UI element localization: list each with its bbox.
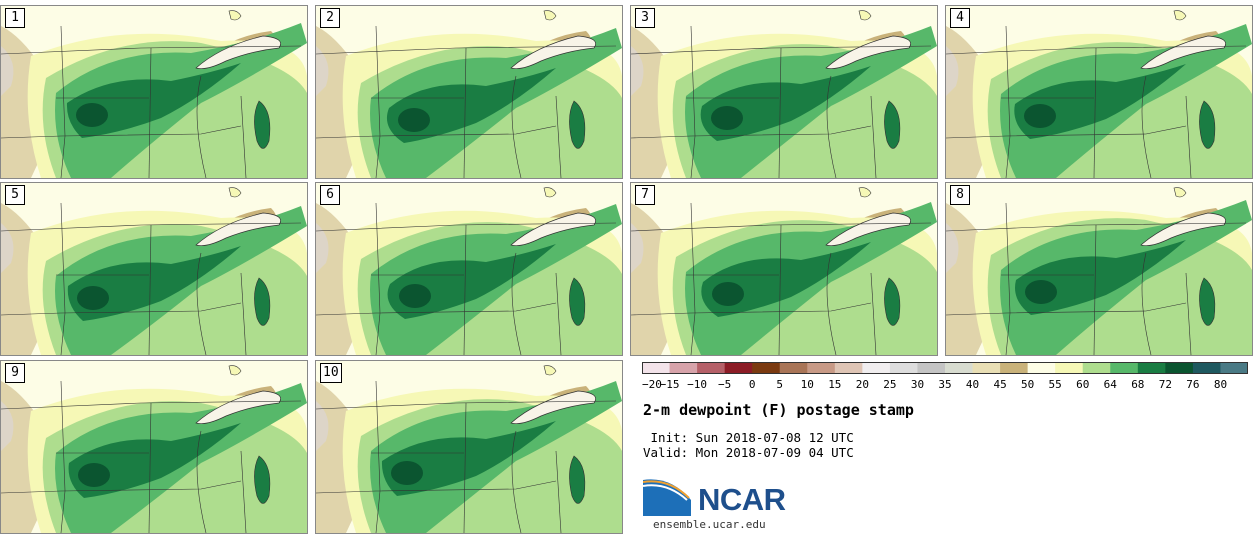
colorbar-tick-label: 72: [1158, 378, 1172, 391]
ensemble-panel-1: 1: [0, 5, 308, 179]
ensemble-panel-9: 9: [0, 360, 308, 534]
colorbar-tick-label: −5: [718, 378, 732, 391]
colorbar-segment: [862, 362, 891, 374]
panel-number: 6: [320, 185, 340, 205]
panel-number: 10: [320, 363, 342, 383]
colorbar-tick-label: 76: [1186, 378, 1200, 391]
colorbar-tick-label: 5: [776, 378, 784, 391]
colorbar-tick-label: 10: [800, 378, 814, 391]
ensemble-panel-2: 2: [315, 5, 623, 179]
colorbar-segment: [1000, 362, 1028, 374]
colorbar-tick-label: 50: [1021, 378, 1035, 391]
colorbar-tick-label: −15: [659, 378, 680, 391]
colorbar-segment: [889, 362, 918, 374]
colorbar-tick-label: 30: [910, 378, 925, 391]
website-url: ensemble.ucar.edu: [653, 518, 766, 531]
colorbar-segment: [1055, 362, 1084, 374]
ensemble-panel-4: 4: [945, 5, 1253, 179]
valid-time: Valid: Mon 2018-07-09 04 UTC: [643, 445, 854, 460]
panel-number: 5: [5, 185, 25, 205]
colorbar-tick-label: 55: [1048, 378, 1062, 391]
colorbar-segment: [697, 362, 725, 374]
colorbar-segment: [972, 362, 1001, 374]
colorbar-segment: [807, 362, 836, 374]
ncar-logo-text: NCAR: [698, 482, 786, 517]
colorbar-tick-labels: −20 −15 −10 −5 0 5 10 15 20 25 30 35 40 45 50 55 60 64 68 7…: [642, 378, 1248, 394]
colorbar-segment: [1110, 362, 1139, 374]
colorbar-tick-label: 25: [883, 378, 897, 391]
colorbar-tick-label: 68: [1131, 378, 1145, 391]
colorbar-segment: [834, 362, 863, 374]
colorbar-segment: [752, 362, 781, 374]
colorbar: [642, 362, 1248, 374]
ensemble-panel-3: 3: [630, 5, 938, 179]
colorbar-segment: [724, 362, 753, 374]
colorbar-tick-label: 80: [1213, 378, 1228, 391]
colorbar-tick-label: 35: [938, 378, 952, 391]
colorbar-segment: [1165, 362, 1194, 374]
colorbar-tick-label: 0: [748, 378, 756, 391]
colorbar-segment: [669, 362, 698, 374]
init-time: Init: Sun 2018-07-08 12 UTC: [643, 430, 854, 445]
ensemble-panel-5: 5: [0, 182, 308, 356]
panel-number: 7: [635, 185, 655, 205]
colorbar-tick-label: 45: [993, 378, 1007, 391]
colorbar-segment: [1137, 362, 1166, 374]
colorbar-segment: [1220, 362, 1248, 374]
colorbar-tick-label: −20: [642, 378, 662, 391]
ncar-logo-icon: [643, 479, 691, 516]
panel-number: 3: [635, 8, 655, 28]
colorbar-tick-label: 60: [1076, 378, 1090, 391]
colorbar-tick-label: 15: [828, 378, 842, 391]
ensemble-panel-7: 7: [630, 182, 938, 356]
colorbar-segment: [1192, 362, 1221, 374]
colorbar-segment: [1082, 362, 1111, 374]
ensemble-panel-8: 8: [945, 182, 1253, 356]
colorbar-tick-label: 64: [1103, 378, 1117, 391]
panel-number: 2: [320, 8, 340, 28]
colorbar-tick-label: 20: [855, 378, 869, 391]
ensemble-panel-6: 6: [315, 182, 623, 356]
panel-number: 4: [950, 8, 970, 28]
colorbar-tick-label: 40: [965, 378, 980, 391]
panel-number: 1: [5, 8, 25, 28]
colorbar-segment: [642, 362, 670, 374]
figure-title: 2-m dewpoint (F) postage stamp: [643, 401, 914, 419]
colorbar-segment: [1027, 362, 1056, 374]
panel-number: 8: [950, 185, 970, 205]
colorbar-segment: [917, 362, 946, 374]
colorbar-segment: [779, 362, 808, 374]
colorbar-tick-label: −10: [687, 378, 708, 391]
colorbar-segment: [945, 362, 973, 374]
ensemble-panel-10: 10: [315, 360, 623, 534]
panel-number: 9: [5, 363, 25, 383]
